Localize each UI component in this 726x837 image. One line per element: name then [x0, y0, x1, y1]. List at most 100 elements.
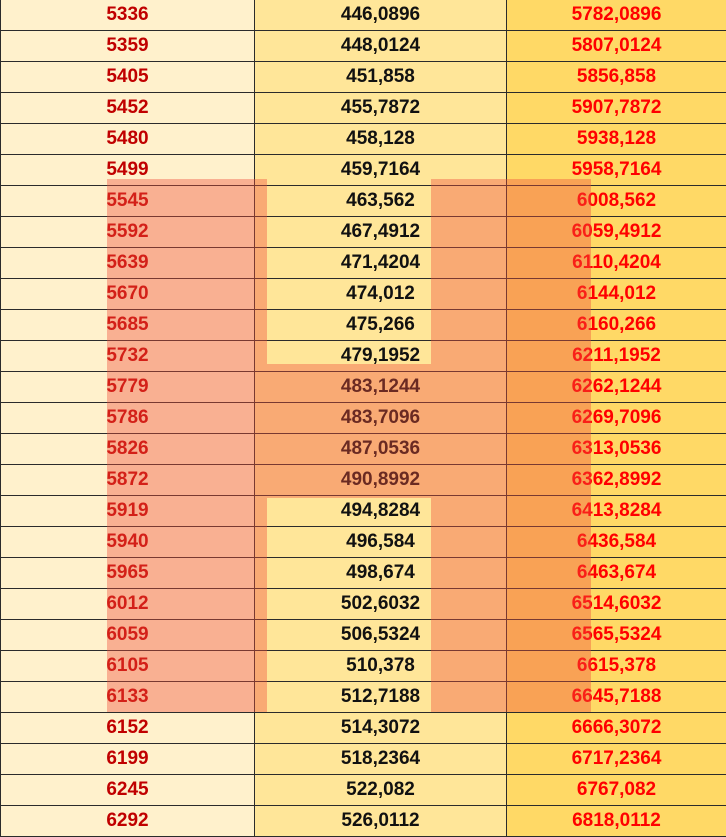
value-cell[interactable]: 5965	[0, 557, 255, 589]
increment-cell[interactable]: 463,562	[254, 185, 507, 217]
total-cell[interactable]: 5958,7164	[506, 154, 726, 186]
value-cell[interactable]: 6199	[0, 743, 255, 775]
increment-cell[interactable]: 458,128	[254, 123, 507, 155]
increment-cell[interactable]: 518,2364	[254, 743, 507, 775]
value-cell[interactable]: 5639	[0, 247, 255, 279]
table-row: 6245 522,082 6767,082	[0, 774, 726, 806]
increment-cell[interactable]: 483,7096	[254, 402, 507, 434]
total-cell[interactable]: 5907,7872	[506, 92, 726, 124]
value-cell[interactable]: 5940	[0, 526, 255, 558]
total-cell[interactable]: 6615,378	[506, 650, 726, 682]
total-cell[interactable]: 5807,0124	[506, 30, 726, 62]
increment-cell[interactable]: 522,082	[254, 774, 507, 806]
increment-cell[interactable]: 496,584	[254, 526, 507, 558]
value-cell[interactable]: 6012	[0, 588, 255, 620]
value-cell[interactable]: 6105	[0, 650, 255, 682]
table-row: 5639 471,4204 6110,4204	[0, 247, 726, 279]
total-cell[interactable]: 6767,082	[506, 774, 726, 806]
value-cell[interactable]: 5405	[0, 61, 255, 93]
total-cell[interactable]: 5856,858	[506, 61, 726, 93]
increment-cell[interactable]: 446,0896	[254, 0, 507, 31]
value-cell[interactable]: 5779	[0, 371, 255, 403]
increment-cell[interactable]: 479,1952	[254, 340, 507, 372]
total-cell[interactable]: 6514,6032	[506, 588, 726, 620]
increment-cell[interactable]: 502,6032	[254, 588, 507, 620]
increment-cell[interactable]: 514,3072	[254, 712, 507, 744]
total-cell[interactable]: 6362,8992	[506, 464, 726, 496]
increment-cell[interactable]: 490,8992	[254, 464, 507, 496]
increment-cell[interactable]: 494,8284	[254, 495, 507, 527]
increment-cell[interactable]: 474,012	[254, 278, 507, 310]
increment-cell[interactable]: 526,0112	[254, 805, 507, 837]
value-cell[interactable]: 6133	[0, 681, 255, 713]
increment-cell[interactable]: 475,266	[254, 309, 507, 341]
value-cell[interactable]: 5359	[0, 30, 255, 62]
total-cell[interactable]: 6463,674	[506, 557, 726, 589]
total-cell[interactable]: 6110,4204	[506, 247, 726, 279]
table-row: 5872 490,8992 6362,8992	[0, 464, 726, 496]
value-cell[interactable]: 5919	[0, 495, 255, 527]
table-row: 5592 467,4912 6059,4912	[0, 216, 726, 248]
value-cell[interactable]: 6152	[0, 712, 255, 744]
total-cell[interactable]: 6436,584	[506, 526, 726, 558]
value-cell[interactable]: 6245	[0, 774, 255, 806]
total-cell[interactable]: 6160,266	[506, 309, 726, 341]
total-cell[interactable]: 6008,562	[506, 185, 726, 217]
value-cell[interactable]: 5480	[0, 123, 255, 155]
increment-cell[interactable]: 487,0536	[254, 433, 507, 465]
value-cell[interactable]: 5499	[0, 154, 255, 186]
table-row: 5965 498,674 6463,674	[0, 557, 726, 589]
total-cell[interactable]: 6565,5324	[506, 619, 726, 651]
total-cell[interactable]: 6269,7096	[506, 402, 726, 434]
value-cell[interactable]: 5670	[0, 278, 255, 310]
total-cell[interactable]: 6313,0536	[506, 433, 726, 465]
table-row: 5685 475,266 6160,266	[0, 309, 726, 341]
value-cell[interactable]: 5872	[0, 464, 255, 496]
increment-cell[interactable]: 455,7872	[254, 92, 507, 124]
value-cell[interactable]: 6059	[0, 619, 255, 651]
increment-cell[interactable]: 498,674	[254, 557, 507, 589]
total-cell[interactable]: 6144,012	[506, 278, 726, 310]
table-row: 5480 458,128 5938,128	[0, 123, 726, 155]
value-cell[interactable]: 5786	[0, 402, 255, 434]
value-cell[interactable]: 5685	[0, 309, 255, 341]
table-row: 6292 526,0112 6818,0112	[0, 805, 726, 837]
value-cell[interactable]: 6292	[0, 805, 255, 837]
table-row: 5919 494,8284 6413,8284	[0, 495, 726, 527]
value-cell[interactable]: 5592	[0, 216, 255, 248]
table-row: 5779 483,1244 6262,1244	[0, 371, 726, 403]
increment-cell[interactable]: 506,5324	[254, 619, 507, 651]
value-cell[interactable]: 5732	[0, 340, 255, 372]
value-cell[interactable]: 5452	[0, 92, 255, 124]
value-cell[interactable]: 5545	[0, 185, 255, 217]
increment-cell[interactable]: 467,4912	[254, 216, 507, 248]
increment-cell[interactable]: 510,378	[254, 650, 507, 682]
increment-cell[interactable]: 483,1244	[254, 371, 507, 403]
total-cell[interactable]: 5782,0896	[506, 0, 726, 31]
table-row: 5732 479,1952 6211,1952	[0, 340, 726, 372]
value-cell[interactable]: 5826	[0, 433, 255, 465]
table-row: 5359 448,0124 5807,0124	[0, 30, 726, 62]
value-cell[interactable]: 5336	[0, 0, 255, 31]
total-cell[interactable]: 5938,128	[506, 123, 726, 155]
total-cell[interactable]: 6666,3072	[506, 712, 726, 744]
total-cell[interactable]: 6211,1952	[506, 340, 726, 372]
table-row: 6133 512,7188 6645,7188	[0, 681, 726, 713]
increment-cell[interactable]: 471,4204	[254, 247, 507, 279]
total-cell[interactable]: 6717,2364	[506, 743, 726, 775]
total-cell[interactable]: 6059,4912	[506, 216, 726, 248]
table-row: 5786 483,7096 6269,7096	[0, 402, 726, 434]
table-row: 5826 487,0536 6313,0536	[0, 433, 726, 465]
increment-cell[interactable]: 459,7164	[254, 154, 507, 186]
increment-cell[interactable]: 451,858	[254, 61, 507, 93]
increment-cell[interactable]: 512,7188	[254, 681, 507, 713]
total-cell[interactable]: 6645,7188	[506, 681, 726, 713]
total-cell[interactable]: 6262,1244	[506, 371, 726, 403]
increment-cell[interactable]: 448,0124	[254, 30, 507, 62]
total-cell[interactable]: 6818,0112	[506, 805, 726, 837]
total-cell[interactable]: 6413,8284	[506, 495, 726, 527]
table-row: 6105 510,378 6615,378	[0, 650, 726, 682]
